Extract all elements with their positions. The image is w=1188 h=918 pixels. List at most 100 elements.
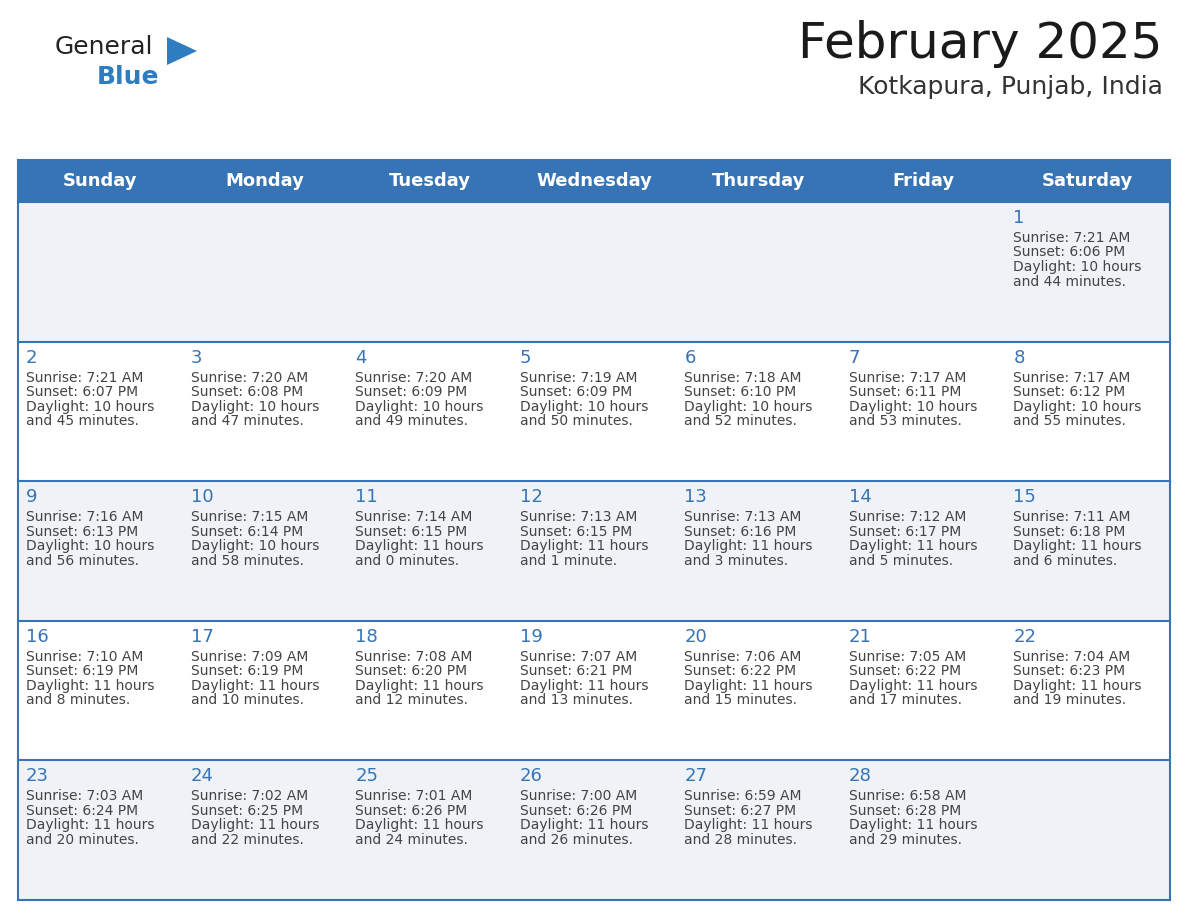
Text: and 17 minutes.: and 17 minutes. [849, 693, 962, 707]
Text: and 5 minutes.: and 5 minutes. [849, 554, 953, 567]
Text: 12: 12 [519, 488, 543, 506]
Text: Sunset: 6:11 PM: Sunset: 6:11 PM [849, 385, 961, 399]
Text: and 10 minutes.: and 10 minutes. [190, 693, 304, 707]
Text: and 24 minutes.: and 24 minutes. [355, 833, 468, 847]
Text: Sunrise: 7:18 AM: Sunrise: 7:18 AM [684, 371, 802, 385]
Text: 21: 21 [849, 628, 872, 645]
Bar [18, 341, 1170, 481]
Bar [18, 160, 1170, 202]
Text: 26: 26 [519, 767, 543, 786]
Text: Sunrise: 7:20 AM: Sunrise: 7:20 AM [355, 371, 473, 385]
Text: Sunrise: 7:11 AM: Sunrise: 7:11 AM [1013, 510, 1131, 524]
Text: Daylight: 10 hours: Daylight: 10 hours [519, 399, 649, 414]
Text: Sunset: 6:08 PM: Sunset: 6:08 PM [190, 385, 303, 399]
Text: Sunset: 6:23 PM: Sunset: 6:23 PM [1013, 665, 1125, 678]
Bar [18, 760, 1170, 900]
Text: and 53 minutes.: and 53 minutes. [849, 414, 962, 428]
Text: and 55 minutes.: and 55 minutes. [1013, 414, 1126, 428]
Text: Daylight: 10 hours: Daylight: 10 hours [684, 399, 813, 414]
Text: 3: 3 [190, 349, 202, 366]
Text: 8: 8 [1013, 349, 1025, 366]
Text: Daylight: 11 hours: Daylight: 11 hours [355, 678, 484, 693]
Text: Sunset: 6:18 PM: Sunset: 6:18 PM [1013, 525, 1126, 539]
Text: Sunrise: 7:07 AM: Sunrise: 7:07 AM [519, 650, 637, 664]
Text: Daylight: 11 hours: Daylight: 11 hours [519, 539, 649, 554]
Text: February 2025: February 2025 [798, 20, 1163, 68]
Text: Sunset: 6:28 PM: Sunset: 6:28 PM [849, 804, 961, 818]
Text: 15: 15 [1013, 488, 1036, 506]
Text: Daylight: 11 hours: Daylight: 11 hours [519, 819, 649, 833]
Text: 2: 2 [26, 349, 38, 366]
Text: Sunset: 6:16 PM: Sunset: 6:16 PM [684, 525, 797, 539]
Text: and 29 minutes.: and 29 minutes. [849, 833, 962, 847]
Text: 1: 1 [1013, 209, 1025, 227]
Text: and 0 minutes.: and 0 minutes. [355, 554, 460, 567]
Text: Daylight: 11 hours: Daylight: 11 hours [684, 539, 813, 554]
Text: Sunset: 6:09 PM: Sunset: 6:09 PM [519, 385, 632, 399]
Text: Daylight: 11 hours: Daylight: 11 hours [519, 678, 649, 693]
Text: 24: 24 [190, 767, 214, 786]
Text: and 47 minutes.: and 47 minutes. [190, 414, 303, 428]
Text: Sunset: 6:15 PM: Sunset: 6:15 PM [355, 525, 467, 539]
Text: 11: 11 [355, 488, 378, 506]
Text: Sunset: 6:06 PM: Sunset: 6:06 PM [1013, 245, 1126, 260]
Text: 28: 28 [849, 767, 872, 786]
Text: Daylight: 10 hours: Daylight: 10 hours [26, 539, 154, 554]
Text: Daylight: 11 hours: Daylight: 11 hours [1013, 539, 1142, 554]
Text: Daylight: 10 hours: Daylight: 10 hours [1013, 399, 1142, 414]
Text: Sunrise: 7:20 AM: Sunrise: 7:20 AM [190, 371, 308, 385]
Text: Sunrise: 7:00 AM: Sunrise: 7:00 AM [519, 789, 637, 803]
Text: Sunrise: 7:04 AM: Sunrise: 7:04 AM [1013, 650, 1131, 664]
Text: Sunset: 6:22 PM: Sunset: 6:22 PM [684, 665, 796, 678]
Text: Sunset: 6:15 PM: Sunset: 6:15 PM [519, 525, 632, 539]
Text: Daylight: 11 hours: Daylight: 11 hours [684, 678, 813, 693]
Text: Daylight: 11 hours: Daylight: 11 hours [26, 678, 154, 693]
Text: Saturday: Saturday [1042, 172, 1133, 190]
Text: Blue: Blue [97, 65, 159, 89]
Text: Sunrise: 6:59 AM: Sunrise: 6:59 AM [684, 789, 802, 803]
Text: Wednesday: Wednesday [536, 172, 652, 190]
Text: 10: 10 [190, 488, 213, 506]
Bar [18, 202, 1170, 341]
Text: Sunrise: 7:13 AM: Sunrise: 7:13 AM [684, 510, 802, 524]
Text: Sunrise: 7:10 AM: Sunrise: 7:10 AM [26, 650, 144, 664]
Text: Sunrise: 7:16 AM: Sunrise: 7:16 AM [26, 510, 144, 524]
Text: 23: 23 [26, 767, 49, 786]
Text: Sunrise: 7:05 AM: Sunrise: 7:05 AM [849, 650, 966, 664]
Bar [18, 481, 1170, 621]
Text: and 28 minutes.: and 28 minutes. [684, 833, 797, 847]
Text: Sunrise: 7:21 AM: Sunrise: 7:21 AM [26, 371, 144, 385]
Text: Sunrise: 7:14 AM: Sunrise: 7:14 AM [355, 510, 473, 524]
Text: Sunset: 6:25 PM: Sunset: 6:25 PM [190, 804, 303, 818]
Text: Sunset: 6:20 PM: Sunset: 6:20 PM [355, 665, 467, 678]
Text: Sunset: 6:09 PM: Sunset: 6:09 PM [355, 385, 467, 399]
Text: 19: 19 [519, 628, 543, 645]
Text: Daylight: 11 hours: Daylight: 11 hours [849, 539, 978, 554]
Text: 16: 16 [26, 628, 49, 645]
Text: 25: 25 [355, 767, 378, 786]
Text: Sunrise: 7:12 AM: Sunrise: 7:12 AM [849, 510, 966, 524]
Text: Sunrise: 7:01 AM: Sunrise: 7:01 AM [355, 789, 473, 803]
Text: 14: 14 [849, 488, 872, 506]
Bar [18, 621, 1170, 760]
Text: Sunset: 6:26 PM: Sunset: 6:26 PM [355, 804, 467, 818]
Text: Sunset: 6:19 PM: Sunset: 6:19 PM [26, 665, 138, 678]
Text: and 20 minutes.: and 20 minutes. [26, 833, 139, 847]
Text: Sunset: 6:26 PM: Sunset: 6:26 PM [519, 804, 632, 818]
Text: and 15 minutes.: and 15 minutes. [684, 693, 797, 707]
Text: Sunrise: 7:21 AM: Sunrise: 7:21 AM [1013, 231, 1131, 245]
Text: Sunrise: 7:03 AM: Sunrise: 7:03 AM [26, 789, 144, 803]
Text: and 26 minutes.: and 26 minutes. [519, 833, 633, 847]
Text: Sunrise: 7:17 AM: Sunrise: 7:17 AM [1013, 371, 1131, 385]
Text: 7: 7 [849, 349, 860, 366]
Text: 4: 4 [355, 349, 367, 366]
Text: Kotkapura, Punjab, India: Kotkapura, Punjab, India [858, 75, 1163, 99]
Text: Sunday: Sunday [63, 172, 138, 190]
Text: and 13 minutes.: and 13 minutes. [519, 693, 633, 707]
Text: 9: 9 [26, 488, 38, 506]
Text: 5: 5 [519, 349, 531, 366]
Text: Daylight: 11 hours: Daylight: 11 hours [684, 819, 813, 833]
Text: Tuesday: Tuesday [388, 172, 470, 190]
Text: and 12 minutes.: and 12 minutes. [355, 693, 468, 707]
Text: Sunrise: 7:09 AM: Sunrise: 7:09 AM [190, 650, 308, 664]
